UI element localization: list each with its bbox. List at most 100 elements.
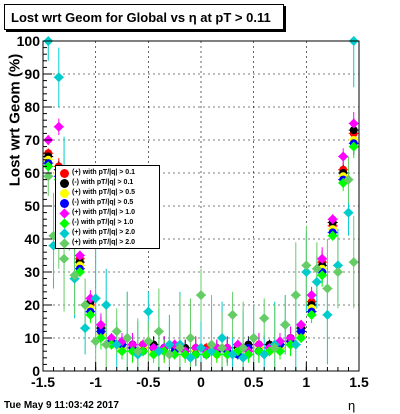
data-point [174,342,185,353]
data-point [327,214,338,225]
y-tick-label: 100 [17,33,41,49]
data-point [164,339,175,350]
data-point [96,327,105,336]
axis-ticks [42,40,360,372]
data-point [217,342,228,353]
data-point [85,309,96,320]
data-point [348,141,359,152]
data-point [306,290,317,301]
x-tick-label: -0.5 [136,374,160,390]
data-point [206,346,217,357]
data-point [101,339,112,350]
legend-label: (+) with pT/|q| > 1.0 [72,209,136,216]
x-tick-label: 1 [302,374,310,390]
data-point [222,342,233,353]
data-point [122,333,133,343]
x-tick-label: 0 [197,374,205,390]
legend-label: (+) with pT/|q| > 0.1 [72,169,136,176]
x-tick-label: 0.5 [244,374,264,390]
data-point [290,339,301,350]
data-point [69,270,80,281]
x-tick-label: -1.5 [31,374,55,390]
legend-marker [59,238,70,249]
y-tick-label: 20 [24,297,40,313]
data-point [43,161,54,172]
data-point [317,253,328,264]
data-point [143,306,154,317]
data-point [53,72,64,83]
y-tick-label: 10 [24,330,40,346]
data-point [217,333,228,343]
data-point [196,342,206,353]
data-point [169,349,180,360]
y-axis-label: Lost wrt Geom (%) [2,40,28,200]
data-point [322,309,333,320]
data-point [227,309,238,320]
data-point [349,126,358,135]
tick-labels: -1.5 -1 -0.5 0 0.5 1 1.5 0 10 20 30 40 50 60 70 80 90 100 [17,33,369,390]
data-point [222,349,233,360]
data-point [280,319,291,330]
data-point [238,342,249,353]
data-point [111,339,122,350]
data-point [90,336,101,347]
y-tick-label: 50 [24,198,40,214]
data-point [332,267,343,277]
data-point [185,333,196,343]
data-point [80,300,91,310]
legend-label: (+) with pT/|q| > 2.0 [72,239,136,246]
y-axis-label-text: Lost wrt Geom (%) [6,53,24,187]
data-point [311,276,322,287]
y-tick-label: 0 [32,363,40,379]
y-tick-label: 80 [24,99,40,115]
data-point [332,260,343,271]
data-point [90,293,101,304]
data-point [348,118,359,129]
data-point [206,339,217,350]
data-point [153,346,164,357]
y-tick-label: 60 [24,165,40,181]
legend-marker [60,169,69,178]
data-point [153,326,164,337]
legend-label: (-) with pT/|q| > 0.5 [72,199,134,206]
data-point [59,253,70,264]
data-point [117,346,127,357]
data-point [185,352,196,363]
legend: (+) with pT/|q| > 0.1 (-) with pT/|q| > 0… [55,165,160,249]
legend-entry: (+) with pT/|q| > 0.1 [56,168,159,178]
data-point [85,293,96,304]
data-point [227,349,238,360]
data-point [259,349,270,360]
data-point [53,121,64,132]
data-point [317,270,328,281]
data-point [301,267,312,277]
data-point [132,346,143,357]
chart-title: Lost wrt Geom for Global vs η at pT > 0.… [4,4,284,30]
data-point [127,339,138,350]
legend-label: (-) with pT/|q| > 1.0 [72,219,134,226]
legend-label: (-) with pT/|q| > 0.1 [72,179,134,186]
data-point [311,263,322,274]
y-tick-label: 30 [24,264,40,280]
data-point [80,323,91,334]
data-point [238,352,249,363]
data-point [106,333,117,343]
data-point [343,174,354,185]
legend-entry: (+) with pT/|q| > 0.5 [56,188,159,198]
legend-entry: (-) with pT/|q| > 0.5 [56,198,159,208]
x-tick-label: 1.5 [349,374,369,390]
data-point [290,290,301,301]
legend-marker [60,179,69,188]
legend-label: (+) with pT/|q| > 0.5 [72,189,136,196]
data-point [306,309,317,320]
chart-title-text: Lost wrt Geom for Global vs η at pT > 0.… [11,9,271,25]
data-point [106,339,117,350]
legend-label: (+) with pT/|q| > 2.0 [72,229,136,236]
x-axis-label: η [348,398,356,413]
data-point [343,207,354,218]
data-point [285,333,296,343]
data-point [190,342,201,353]
data-point [259,313,270,324]
data-point [164,349,175,360]
